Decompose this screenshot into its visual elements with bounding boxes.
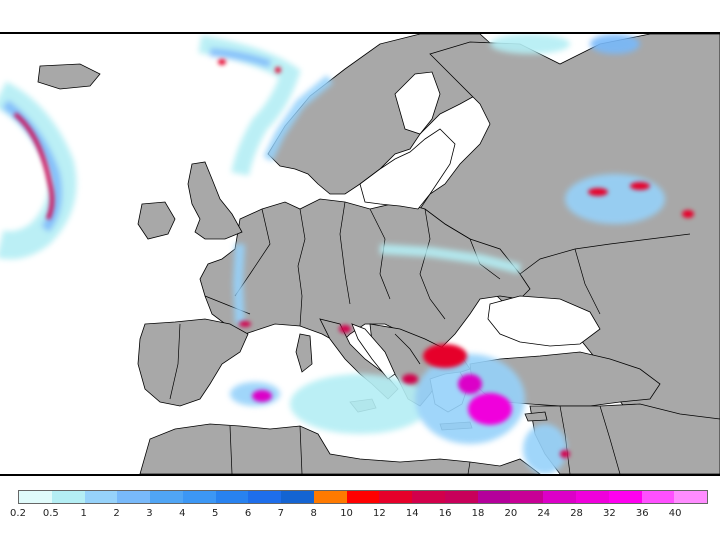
legend-swatch-18 (608, 491, 642, 503)
legend-label-20: 40 (668, 508, 682, 519)
land-layer (37, 34, 720, 474)
legend-swatch-14 (477, 491, 511, 503)
legend-label-11: 12 (373, 508, 386, 519)
land-ireland (137, 201, 176, 240)
legend-label-16: 24 (537, 508, 551, 519)
legend-label-9: 8 (310, 508, 317, 519)
baltic-sea (359, 128, 456, 210)
land-cyprus (524, 411, 548, 422)
legend-label-19: 36 (635, 508, 649, 519)
legend-swatch-20 (674, 491, 708, 503)
legend-swatch-7 (248, 491, 282, 503)
land-north-africa (139, 423, 541, 474)
land-sardinia (295, 333, 313, 373)
precipitation-layer (0, 34, 694, 474)
legend-swatch-2 (84, 491, 118, 503)
land-great-britain (187, 161, 243, 240)
legend-label-12: 14 (405, 508, 419, 519)
map-svg (0, 34, 720, 474)
legend-swatch-0 (19, 491, 52, 503)
legend-label-2: 1 (80, 508, 87, 519)
country-borders (169, 201, 691, 474)
inland-seas (351, 71, 601, 413)
legend-label-0: 0.2 (10, 508, 26, 519)
legend-label-4: 3 (146, 508, 153, 519)
legend-label-15: 20 (504, 508, 518, 519)
legend-label-8: 7 (277, 508, 285, 519)
legend-swatch-10 (346, 491, 380, 503)
legend-swatch-8 (281, 491, 314, 503)
adriatic-sea (351, 323, 396, 380)
land-iceland (37, 63, 101, 90)
legend-labels: 0.2 0.5 1 2 3 4 5 6 7 8 10 12 14 16 18 20 24 28 32 36 40 (0, 508, 720, 522)
legend-label-7: 6 (244, 508, 252, 519)
legend-label-3: 2 (113, 508, 120, 519)
legend-label-6: 5 (211, 508, 219, 519)
legend-label-17: 28 (570, 508, 583, 519)
legend-label-14: 18 (471, 508, 485, 519)
legend-swatch-6 (215, 491, 249, 503)
legend-label-13: 16 (438, 508, 452, 519)
land-iberia (137, 318, 249, 407)
legend-swatch-13 (444, 491, 478, 503)
precipitation-map (0, 32, 720, 476)
legend-label-10: 10 (340, 508, 353, 519)
legend-swatch-3 (117, 491, 151, 503)
legend-label-5: 4 (179, 508, 186, 519)
legend-swatch-12 (412, 491, 445, 503)
black-sea (487, 295, 601, 347)
legend-label-1: 0.5 (42, 508, 59, 519)
legend-swatch-1 (51, 491, 85, 503)
legend-colorbar (18, 490, 708, 504)
gulf-of-bothnia (394, 71, 441, 135)
legend-swatch-11 (379, 491, 413, 503)
legend-swatch-16 (543, 491, 577, 503)
legend-swatch-15 (510, 491, 544, 503)
legend-label-18: 32 (603, 508, 616, 519)
legend-swatch-5 (182, 491, 216, 503)
legend-swatch-9 (313, 491, 347, 503)
legend-swatch-4 (150, 491, 183, 503)
land-scandinavia (267, 34, 501, 195)
legend-swatch-17 (576, 491, 609, 503)
legend-swatch-19 (641, 491, 675, 503)
